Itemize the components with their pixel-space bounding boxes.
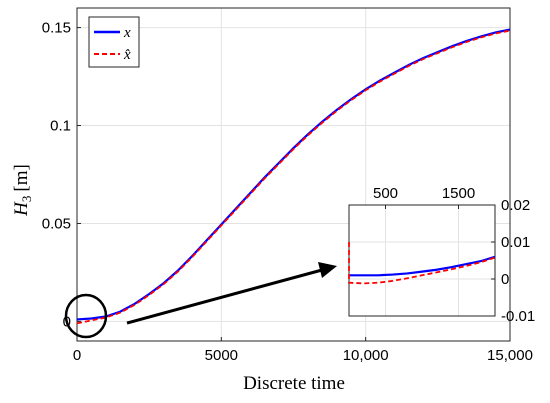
- main-tick-labels: 0 5000 10,000 15,000 0 0.05 0.1 0.15: [42, 20, 533, 364]
- main-series: [76, 28, 511, 325]
- x-tick-label: 1500: [442, 185, 475, 202]
- legend: x x̂: [88, 16, 140, 68]
- inset-tick-labels: 500 1500 -0.01 0 0.01 0.02: [373, 185, 535, 325]
- y-tick-label: 0.15: [42, 20, 71, 37]
- series-line-xhat: [76, 29, 511, 325]
- y-axis-label: H3[m]: [11, 164, 34, 217]
- inset-background: [349, 205, 495, 316]
- x-tick-label: 15,000: [487, 347, 533, 364]
- x-tick-label: 0: [73, 347, 81, 364]
- x-tick-label: 10,000: [343, 347, 389, 364]
- zoom-circle: [64, 293, 108, 339]
- x-tick-label: 5000: [205, 347, 238, 364]
- series-line-xhat: [348, 242, 496, 285]
- legend-label-x: x: [123, 25, 131, 41]
- y-tick-label: 0.01: [501, 234, 530, 251]
- y-tick-label: 0.1: [50, 118, 71, 135]
- legend-box: [88, 16, 140, 68]
- main-plot-frame: [76, 7, 511, 342]
- y-tick-label: 0: [501, 271, 509, 288]
- inset-series: [348, 242, 496, 285]
- y-tick-label: 0.02: [501, 197, 530, 214]
- zoom-arrow-line: [126, 268, 323, 325]
- x-tick-label: 500: [373, 185, 398, 202]
- legend-label-xhat: x̂: [123, 47, 131, 63]
- zoom-arrow-head: [318, 262, 337, 278]
- y-tick-label: 0.05: [42, 215, 71, 232]
- series-line-x: [349, 255, 496, 277]
- x-axis-label: Discrete time: [243, 373, 345, 394]
- y-tick-label: -0.01: [501, 308, 535, 325]
